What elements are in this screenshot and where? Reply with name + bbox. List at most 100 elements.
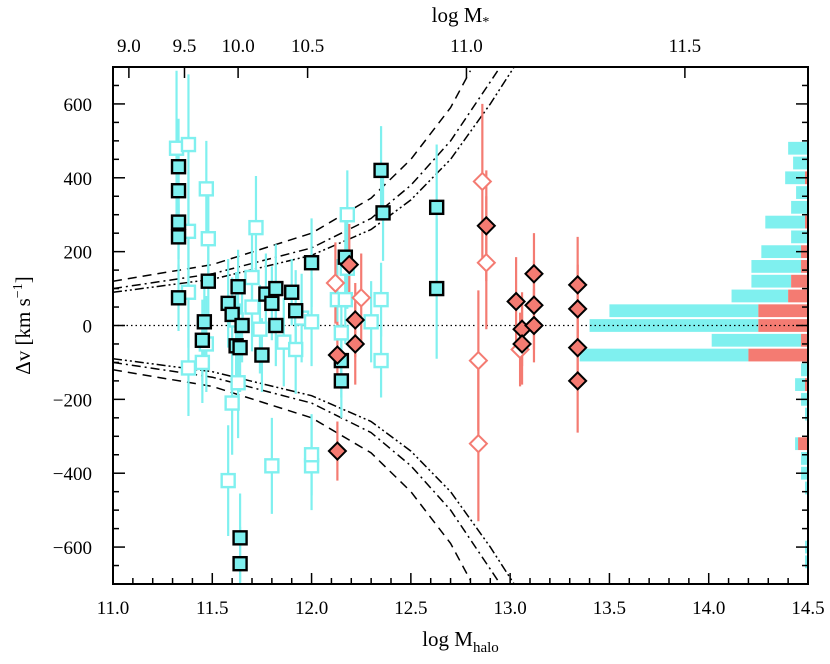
histogram-bar-cyan xyxy=(751,274,792,288)
data-point-square xyxy=(287,303,304,319)
data-point-square xyxy=(363,314,379,330)
histogram-bar-cyan xyxy=(785,171,806,185)
data-point-square xyxy=(333,325,350,341)
top-axis-title-main: log M xyxy=(432,3,483,27)
top-tick-label: 11.5 xyxy=(669,36,702,57)
x-axis-title-sub: halo xyxy=(473,640,499,656)
escape-velocity-dashed-lower xyxy=(113,369,472,581)
histogram-bar-cyan xyxy=(788,141,808,155)
y-axis-title-sup: −1 xyxy=(11,283,26,298)
top-axis-title: log M* xyxy=(432,3,490,30)
data-point-square xyxy=(200,273,217,289)
x-tick-label: 11.5 xyxy=(196,598,229,619)
histogram-bar-salmon xyxy=(801,333,808,347)
data-point-diamond xyxy=(468,350,489,371)
data-point-diamond xyxy=(512,334,532,354)
data-point-square xyxy=(170,214,187,230)
data-point-square xyxy=(339,207,356,223)
top-tick-label: 10.5 xyxy=(291,36,324,57)
histogram-bar-cyan xyxy=(761,245,802,259)
data-point-square xyxy=(252,321,268,337)
top-tick-label: 9.0 xyxy=(117,36,141,57)
data-point-square xyxy=(337,291,354,308)
escape-velocity-dashed-upper xyxy=(113,70,472,282)
top-axis-title-sub: * xyxy=(482,15,489,30)
histogram-bar-salmon xyxy=(805,215,808,229)
tick-labels: 11.0 11.5 12.0 12.5 13.0 13.5 14.0 14.5 600 400 20… xyxy=(53,36,825,619)
data-point-square xyxy=(194,332,211,348)
data-point-square xyxy=(254,347,270,363)
data-point-diamond xyxy=(567,337,588,358)
velocity-histogram xyxy=(579,141,808,569)
data-point-square xyxy=(194,354,211,371)
histogram-bar-cyan xyxy=(801,452,808,465)
data-point-diamond xyxy=(524,295,544,316)
data-point-square xyxy=(234,317,250,334)
y-axis-title: Δv [km s−1] xyxy=(11,276,35,374)
data-point-diamond xyxy=(524,315,544,336)
histogram-bar-cyan xyxy=(765,215,806,229)
x-tick-label: 14.0 xyxy=(692,598,725,619)
x-tick-label: 12.5 xyxy=(394,598,427,619)
data-point-square xyxy=(180,360,197,376)
data-point-square xyxy=(264,458,280,474)
histogram-bar-cyan xyxy=(805,481,808,495)
y-axis-title-end: ] xyxy=(11,276,35,283)
histogram-bar-cyan xyxy=(795,437,799,451)
histogram-bar-cyan xyxy=(796,186,808,199)
histogram-bar-salmon xyxy=(748,348,808,362)
histogram-bar-cyan xyxy=(731,289,789,303)
histogram-bar-cyan xyxy=(589,319,759,332)
data-point-square xyxy=(248,219,264,236)
y-tick-label: 0 xyxy=(83,317,93,338)
data-point-diamond xyxy=(351,287,372,308)
y-tick-label: −400 xyxy=(53,464,92,485)
y-axis-title-main: Δv [km s xyxy=(11,298,35,375)
y-tick-label: 600 xyxy=(64,95,93,116)
y-tick-label: −600 xyxy=(53,538,92,559)
histogram-bar-cyan xyxy=(579,348,749,362)
data-point-square xyxy=(170,159,187,175)
data-point-square xyxy=(244,269,260,286)
histogram-bar-salmon xyxy=(758,319,808,332)
data-point-square xyxy=(303,447,320,463)
data-point-square xyxy=(287,341,304,358)
data-point-square xyxy=(200,231,217,247)
top-tick-label: 10.0 xyxy=(221,36,254,57)
data-point-diamond xyxy=(327,441,348,461)
histogram-bar-salmon xyxy=(801,260,808,273)
histogram-bar-salmon xyxy=(791,274,808,288)
data-markers xyxy=(168,136,588,572)
data-point-diamond xyxy=(524,263,544,284)
data-point-square xyxy=(375,205,391,221)
histogram-bar-cyan xyxy=(793,156,808,170)
data-point-square xyxy=(220,472,236,489)
data-point-diamond xyxy=(476,252,497,273)
data-point-square xyxy=(264,295,280,312)
x-tick-label: 12.0 xyxy=(295,598,328,619)
histogram-bar-cyan xyxy=(791,230,808,244)
x-tick-label: 13.0 xyxy=(494,598,527,619)
data-point-diamond xyxy=(567,298,588,319)
data-point-diamond xyxy=(506,291,527,312)
data-point-diamond xyxy=(339,254,360,275)
data-point-square xyxy=(373,291,389,308)
escape-velocity-dashdotdot-lower xyxy=(113,357,515,584)
data-point-square xyxy=(244,299,260,315)
data-point-diamond xyxy=(325,273,346,293)
data-point-square xyxy=(428,199,445,216)
data-point-square xyxy=(170,229,187,245)
data-point-square xyxy=(284,284,300,300)
data-point-square xyxy=(196,314,213,330)
histogram-bar-cyan xyxy=(609,304,759,318)
top-tick-label: 11.0 xyxy=(450,36,483,57)
data-point-square xyxy=(232,339,248,356)
data-point-diamond xyxy=(468,433,489,454)
y-tick-label: 400 xyxy=(64,169,93,190)
data-point-square xyxy=(224,395,240,411)
data-point-square xyxy=(230,375,246,391)
y-tick-label: 200 xyxy=(64,243,93,264)
x-tick-label: 14.5 xyxy=(791,598,824,619)
data-point-square xyxy=(224,306,240,323)
